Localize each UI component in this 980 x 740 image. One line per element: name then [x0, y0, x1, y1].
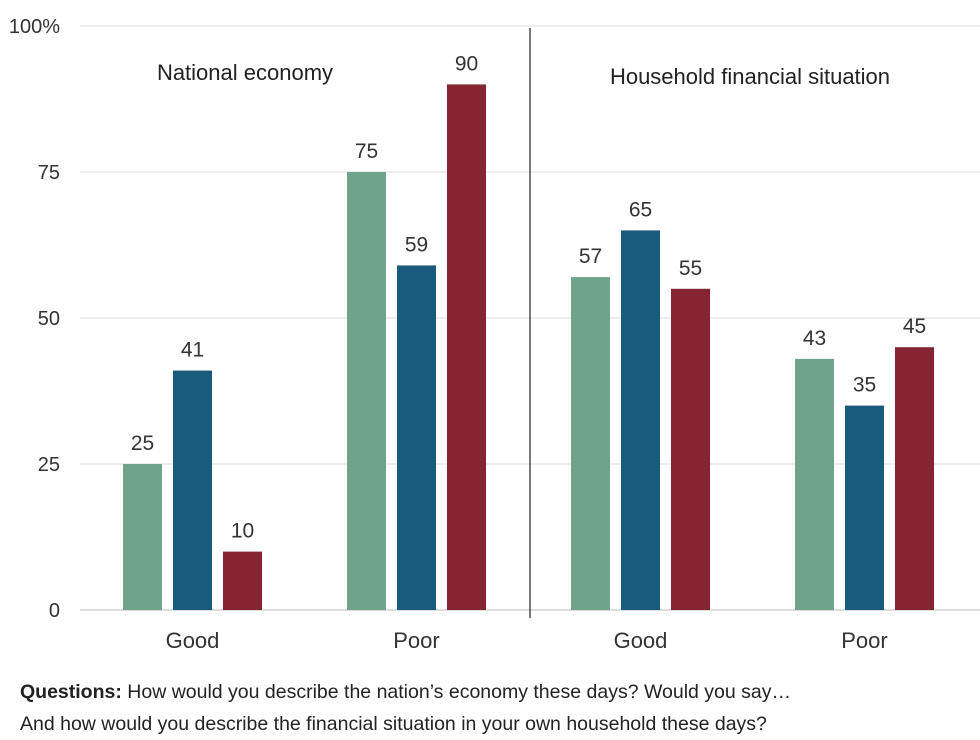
y-tick-label: 75	[38, 162, 60, 184]
bar	[671, 288, 710, 610]
panel-title: Household financial situation	[610, 64, 890, 89]
footnote-question-2: And how would you describe the financial…	[20, 713, 767, 735]
bar	[223, 551, 262, 610]
y-axis-tick-labels: 100% 75 50 25 0	[9, 16, 60, 622]
footnote-question-1: How would you describe the nation’s econ…	[127, 681, 791, 703]
data-label: 59	[405, 233, 428, 256]
bar	[795, 358, 834, 610]
data-label: 55	[679, 257, 702, 280]
bar	[895, 347, 934, 610]
bar	[447, 84, 486, 610]
y-tick-label: 50	[38, 308, 60, 330]
footnote-line-2: And how would you describe the financial…	[20, 708, 970, 740]
data-label: 10	[231, 520, 254, 543]
bar	[397, 265, 436, 610]
data-label: 41	[181, 339, 204, 362]
bars	[123, 84, 934, 610]
footnote-line-1: Questions: How would you describe the na…	[20, 676, 970, 708]
data-label: 90	[455, 52, 478, 75]
bar	[845, 405, 884, 610]
bar	[173, 370, 212, 610]
panel-title: National economy	[157, 60, 333, 85]
footnote: Questions: How would you describe the na…	[20, 676, 970, 740]
chart: 100% 75 50 25 0 25 41 10 75 59 90 57 65 55 43 35 45 Goo…	[9, 16, 980, 653]
data-label: 75	[355, 140, 378, 163]
data-label: 65	[629, 198, 652, 221]
bar	[571, 277, 610, 610]
bar	[347, 172, 386, 610]
bar	[123, 464, 162, 610]
panel-titles: National economy Household financial situ…	[157, 60, 890, 89]
category-label: Poor	[393, 628, 439, 653]
data-labels: 25 41 10 75 59 90 57 65 55 43 35 45	[131, 52, 926, 542]
data-label: 25	[131, 432, 154, 455]
bar	[621, 230, 660, 610]
y-tick-label: 100%	[9, 16, 60, 38]
footnote-label: Questions:	[20, 681, 122, 703]
y-tick-label: 25	[38, 454, 60, 476]
category-label: Good	[614, 628, 668, 653]
y-tick-label: 0	[49, 600, 60, 622]
data-label: 43	[803, 327, 826, 350]
data-label: 45	[903, 315, 926, 338]
category-label: Poor	[841, 628, 887, 653]
category-label: Good	[166, 628, 220, 653]
data-label: 35	[853, 374, 876, 397]
x-axis-category-labels: Good Poor Good Poor	[166, 628, 888, 653]
data-label: 57	[579, 245, 602, 268]
